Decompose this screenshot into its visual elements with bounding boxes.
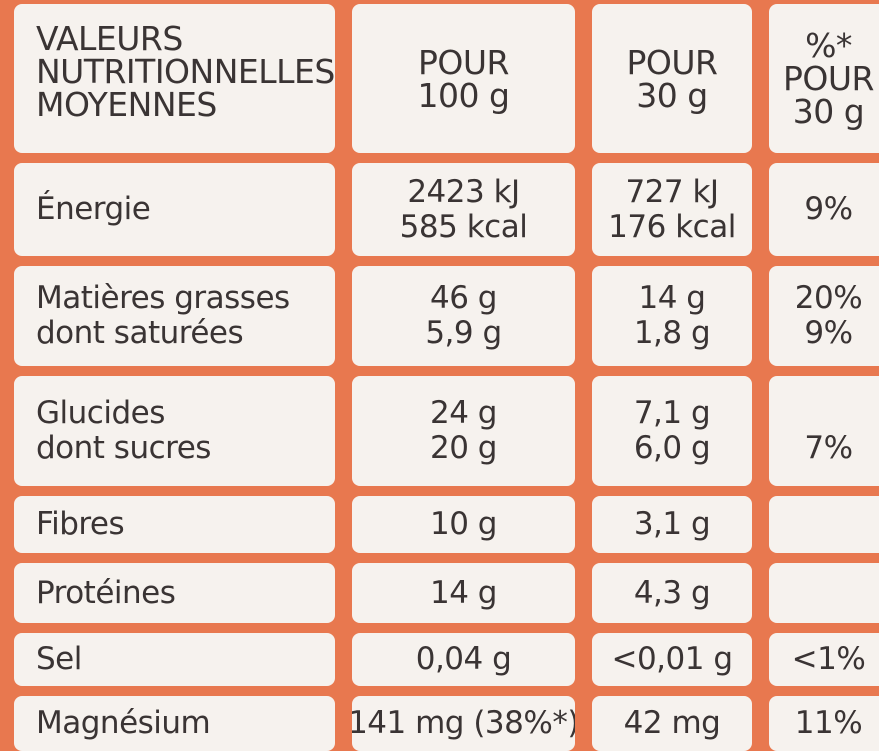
nutrient-label: Protéines [36,574,176,611]
nutrient-label: Magnésium [36,705,211,742]
value: <0,01 g [611,641,733,678]
header-label-line: MOYENNES [36,85,217,124]
value: 42 mg [623,705,721,742]
header-pct-line: %* [805,26,852,65]
value: 20 g [430,430,497,466]
value: 6,0 g [633,430,711,466]
value: 7,1 g [633,395,711,432]
row-fibres-per100: 10 g [352,496,575,553]
header-pct-cell: %* POUR 30 g [769,4,879,153]
row-energie-per100: 2423 kJ 585 kcal [352,163,575,256]
value: <1% [791,641,866,678]
nutrition-table: VALEURS NUTRITIONNELLES MOYENNES POUR 10… [14,4,879,751]
value: 5,9 g [425,315,502,351]
value: 20% [794,280,863,317]
row-matieres-grasses-label: Matières grasses dont saturées [14,266,335,366]
header-per30-cell: POUR 30 g [592,4,752,153]
value [824,396,833,431]
nutrient-label: Fibres [36,506,125,543]
row-energie-per30: 727 kJ 176 kcal [592,163,752,256]
row-magnesium-per30: 42 mg [592,696,752,751]
value: 0,04 g [415,641,512,678]
header-pct-line: POUR [783,59,874,98]
row-sel-per30: <0,01 g [592,633,752,686]
value: 46 g [430,280,497,317]
value: 9% [804,315,853,351]
row-magnesium-pct: 11% [769,696,879,751]
nutrient-sublabel: dont saturées [36,315,244,351]
row-proteines-per100: 14 g [352,563,575,623]
header-label-line: NUTRITIONNELLES [36,52,335,91]
header-per30-line: 30 g [636,75,708,115]
row-matieres-grasses-per30: 14 g 1,8 g [592,266,752,366]
header-per100-cell: POUR 100 g [352,4,575,153]
row-glucides-per30: 7,1 g 6,0 g [592,376,752,486]
row-fibres-pct [769,496,879,553]
row-fibres-per30: 3,1 g [592,496,752,553]
header-per100-line: 100 g [417,75,510,115]
nutrient-label: Sel [36,641,82,678]
value: 14 g [430,574,497,611]
value: 2423 kJ [407,173,520,210]
row-matieres-grasses-pct: 20% 9% [769,266,879,366]
value: 10 g [430,506,497,543]
value: 9% [804,191,853,228]
nutrient-label: Énergie [36,191,151,228]
nutrient-label: Glucides [36,395,165,432]
row-energie-pct: 9% [769,163,879,256]
row-sel-pct: <1% [769,633,879,686]
row-matieres-grasses-per100: 46 g 5,9 g [352,266,575,366]
header-per30-line: POUR [626,42,718,82]
row-sel-label: Sel [14,633,335,686]
value: 1,8 g [633,315,711,351]
header-pct-line: 30 g [792,92,865,131]
row-proteines-per30: 4,3 g [592,563,752,623]
value: 7% [804,430,853,466]
row-sel-per100: 0,04 g [352,633,575,686]
header-per100-line: POUR [418,42,509,82]
value: 14 g [638,280,706,317]
value: 3,1 g [633,506,711,543]
row-proteines-pct [769,563,879,623]
nutrient-label: Matières grasses [36,280,290,317]
value: 11% [794,705,863,742]
value: 176 kcal [608,208,736,245]
row-magnesium-per100: 141 mg (38%*) [352,696,575,751]
row-glucides-pct: 7% [769,376,879,486]
value: 4,3 g [633,574,711,611]
row-glucides-per100: 24 g 20 g [352,376,575,486]
value: 585 kcal [399,208,528,245]
header-label-line: VALEURS [36,19,183,58]
row-glucides-label: Glucides dont sucres [14,376,335,486]
value: 24 g [430,395,497,432]
header-label-cell: VALEURS NUTRITIONNELLES MOYENNES [14,4,335,153]
nutrient-sublabel: dont sucres [36,430,211,466]
row-magnesium-label: Magnésium [14,696,335,751]
row-proteines-label: Protéines [14,563,335,623]
value: 141 mg (38%*) [352,705,575,742]
row-fibres-label: Fibres [14,496,335,553]
row-energie-label: Énergie [14,163,335,256]
value: 727 kJ [625,173,719,210]
